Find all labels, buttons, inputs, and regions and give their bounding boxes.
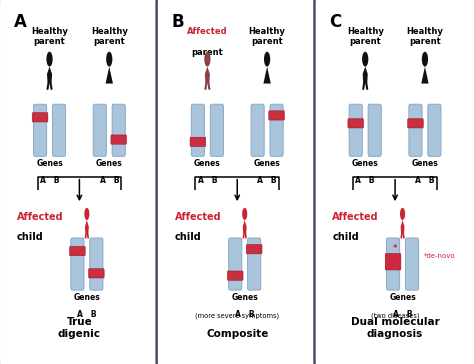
- Text: A   B: A B: [77, 310, 97, 319]
- Text: Dual molecular
diagnosis: Dual molecular diagnosis: [351, 317, 439, 339]
- Circle shape: [422, 52, 428, 67]
- Circle shape: [84, 208, 90, 220]
- Polygon shape: [401, 220, 404, 233]
- Polygon shape: [85, 220, 89, 233]
- FancyBboxPatch shape: [348, 119, 364, 128]
- FancyBboxPatch shape: [386, 238, 400, 290]
- Text: (two diseases): (two diseases): [371, 312, 419, 319]
- Circle shape: [400, 208, 405, 220]
- Text: Affected: Affected: [174, 212, 221, 222]
- Text: Genes: Genes: [254, 159, 281, 168]
- Text: Genes: Genes: [231, 293, 258, 302]
- Polygon shape: [421, 67, 428, 84]
- Polygon shape: [363, 67, 368, 84]
- Circle shape: [204, 52, 210, 67]
- Polygon shape: [243, 220, 246, 233]
- Text: Healthy
parent: Healthy parent: [407, 27, 443, 46]
- Text: Genes: Genes: [73, 293, 100, 302]
- FancyBboxPatch shape: [270, 104, 283, 156]
- Text: B: B: [172, 12, 184, 31]
- FancyBboxPatch shape: [228, 238, 242, 290]
- FancyBboxPatch shape: [314, 0, 474, 364]
- Text: True
digenic: True digenic: [58, 317, 101, 339]
- FancyBboxPatch shape: [409, 104, 422, 156]
- Text: A   B: A B: [235, 310, 255, 319]
- Polygon shape: [264, 67, 271, 84]
- Text: Genes: Genes: [389, 293, 416, 302]
- Text: A   B: A B: [198, 176, 217, 185]
- Polygon shape: [205, 67, 210, 84]
- Text: A   B: A B: [40, 176, 59, 185]
- FancyBboxPatch shape: [228, 271, 243, 280]
- Text: child: child: [332, 232, 359, 242]
- Text: *de-novo: *de-novo: [424, 253, 456, 260]
- FancyBboxPatch shape: [349, 104, 362, 156]
- Text: A   B: A B: [393, 310, 412, 319]
- Text: Healthy
parent: Healthy parent: [249, 27, 285, 46]
- FancyBboxPatch shape: [246, 245, 262, 254]
- Text: A   B: A B: [100, 176, 119, 185]
- Text: Genes: Genes: [352, 159, 379, 168]
- FancyBboxPatch shape: [269, 111, 284, 120]
- Text: Composite: Composite: [206, 329, 268, 339]
- FancyBboxPatch shape: [428, 104, 441, 156]
- Text: child: child: [174, 232, 201, 242]
- Text: parent: parent: [191, 48, 223, 57]
- Circle shape: [106, 52, 112, 67]
- FancyBboxPatch shape: [0, 0, 160, 364]
- FancyBboxPatch shape: [251, 104, 264, 156]
- Text: Healthy
parent: Healthy parent: [31, 27, 68, 46]
- Text: C: C: [329, 12, 342, 31]
- FancyBboxPatch shape: [70, 246, 85, 256]
- Text: child: child: [17, 232, 44, 242]
- FancyBboxPatch shape: [368, 104, 381, 156]
- Text: A   B: A B: [356, 176, 375, 185]
- FancyBboxPatch shape: [71, 238, 84, 290]
- FancyBboxPatch shape: [408, 119, 423, 128]
- Text: Affected: Affected: [17, 212, 64, 222]
- FancyBboxPatch shape: [93, 104, 106, 156]
- FancyBboxPatch shape: [156, 0, 318, 364]
- Polygon shape: [47, 67, 52, 84]
- Text: Healthy
parent: Healthy parent: [91, 27, 128, 46]
- FancyBboxPatch shape: [32, 112, 48, 122]
- Text: (more severe symptoms): (more severe symptoms): [195, 312, 279, 319]
- Text: A   B: A B: [415, 176, 435, 185]
- FancyBboxPatch shape: [405, 238, 419, 290]
- FancyBboxPatch shape: [34, 104, 46, 156]
- FancyBboxPatch shape: [112, 104, 125, 156]
- FancyBboxPatch shape: [385, 253, 401, 270]
- Text: Genes: Genes: [194, 159, 221, 168]
- Polygon shape: [106, 67, 113, 84]
- Circle shape: [46, 52, 53, 67]
- Text: A: A: [14, 12, 27, 31]
- FancyBboxPatch shape: [90, 238, 103, 290]
- FancyBboxPatch shape: [89, 269, 104, 278]
- Text: Healthy
parent: Healthy parent: [347, 27, 383, 46]
- FancyBboxPatch shape: [190, 137, 206, 146]
- Text: Affected: Affected: [187, 27, 228, 36]
- FancyBboxPatch shape: [210, 104, 223, 156]
- FancyBboxPatch shape: [247, 238, 261, 290]
- Circle shape: [264, 52, 270, 67]
- FancyBboxPatch shape: [111, 135, 127, 144]
- Text: A   B: A B: [257, 176, 277, 185]
- Text: Genes: Genes: [96, 159, 123, 168]
- FancyBboxPatch shape: [191, 104, 204, 156]
- Text: Affected: Affected: [332, 212, 379, 222]
- Text: Genes: Genes: [411, 159, 438, 168]
- FancyBboxPatch shape: [53, 104, 65, 156]
- Text: *: *: [392, 244, 397, 253]
- Text: Genes: Genes: [36, 159, 63, 168]
- Circle shape: [242, 208, 247, 220]
- Circle shape: [362, 52, 368, 67]
